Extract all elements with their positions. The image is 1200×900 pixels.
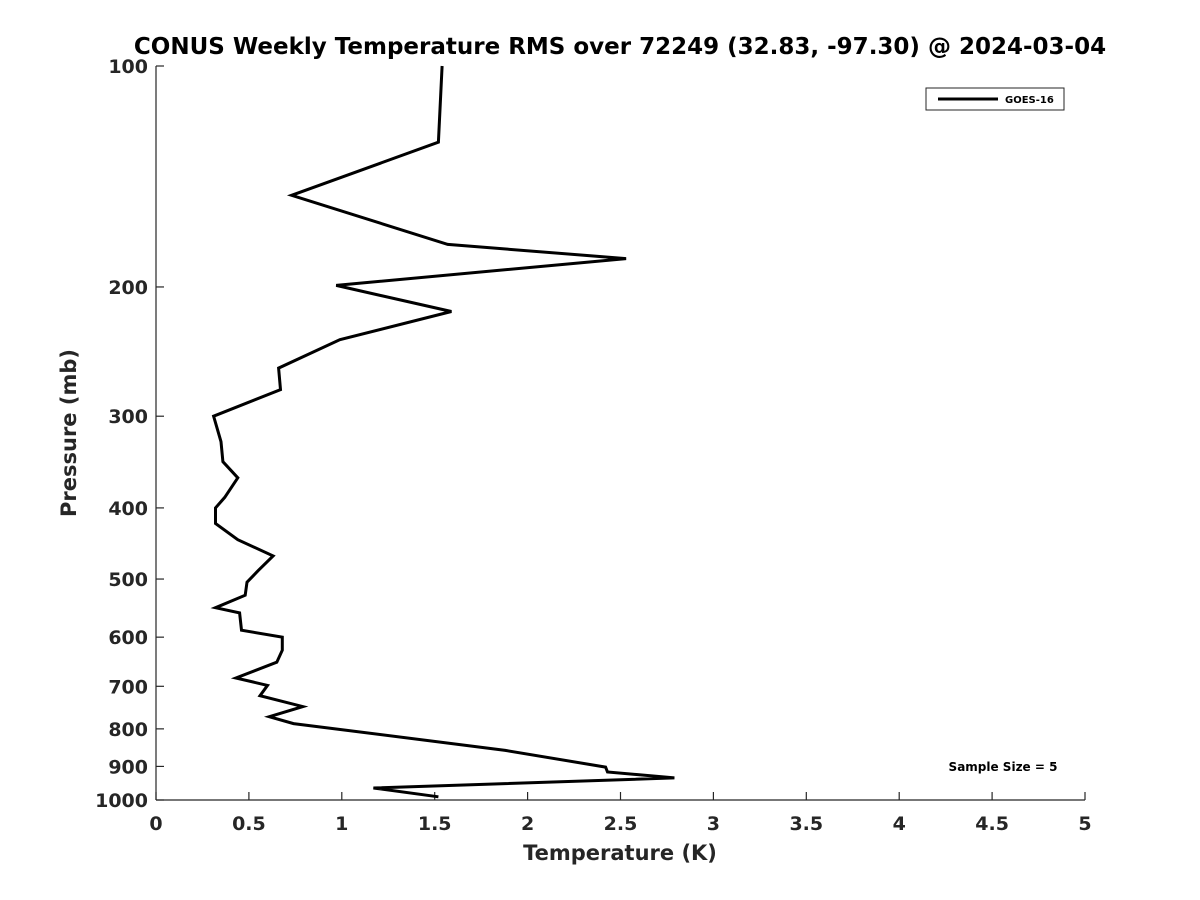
x-ticks: 0 0.5 1 1.5 2 2.5 3 3.5 4 4.5 5 bbox=[149, 792, 1092, 835]
y-tick-label: 500 bbox=[108, 569, 148, 591]
y-tick-label: 700 bbox=[108, 676, 148, 698]
y-tick-label: 900 bbox=[108, 756, 148, 778]
x-tick-label: 0 bbox=[149, 813, 162, 835]
y-tick-label: 400 bbox=[108, 498, 148, 520]
x-axis-label: Temperature (K) bbox=[523, 841, 717, 865]
y-tick-label: 600 bbox=[108, 627, 148, 649]
y-tick-label: 100 bbox=[108, 56, 148, 78]
y-tick-label: 200 bbox=[108, 277, 148, 299]
legend-label-goes-16: GOES-16 bbox=[1005, 95, 1054, 106]
x-tick-label: 0.5 bbox=[232, 813, 266, 835]
x-tick-label: 1 bbox=[335, 813, 348, 835]
series-layer bbox=[210, 65, 675, 799]
y-axis-label: Pressure (mb) bbox=[57, 349, 81, 517]
y-ticks: 100 200 300 400 500 600 700 800 900 1000 bbox=[95, 56, 164, 812]
x-tick-label: 1.5 bbox=[418, 813, 452, 835]
series-line-goes-16 bbox=[210, 65, 675, 799]
y-tick-label: 800 bbox=[108, 719, 148, 741]
x-tick-label: 3.5 bbox=[789, 813, 823, 835]
x-tick-label: 3 bbox=[707, 813, 720, 835]
y-tick-label: 1000 bbox=[95, 790, 148, 812]
x-tick-label: 4.5 bbox=[975, 813, 1009, 835]
x-tick-label: 5 bbox=[1078, 813, 1091, 835]
sample-size-annotation: Sample Size = 5 bbox=[949, 760, 1058, 774]
legend: GOES-16 bbox=[925, 87, 1065, 111]
x-tick-label: 4 bbox=[893, 813, 906, 835]
x-tick-label: 2.5 bbox=[604, 813, 638, 835]
y-tick-label: 300 bbox=[108, 406, 148, 428]
x-tick-label: 2 bbox=[521, 813, 534, 835]
chart-title: CONUS Weekly Temperature RMS over 72249 … bbox=[134, 34, 1106, 60]
